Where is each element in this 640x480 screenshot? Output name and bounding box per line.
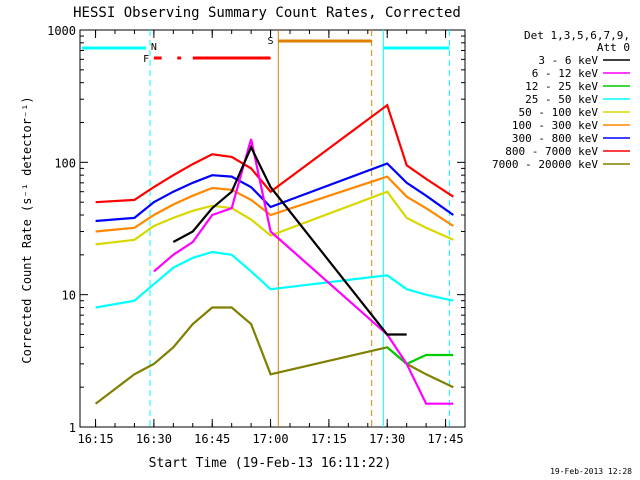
observing-flags: NF S	[82, 30, 450, 427]
series-line	[94, 306, 454, 405]
y-tick-label: 100	[54, 156, 76, 170]
y-axis: 1 10 100 1000	[47, 24, 465, 435]
legend-label: 12 - 25 keV	[525, 80, 598, 93]
x-tick-label: 17:30	[369, 432, 405, 446]
x-tick-label: 17:15	[311, 432, 347, 446]
legend-label: 25 - 50 keV	[525, 93, 598, 106]
series-line	[95, 250, 454, 309]
series-line	[95, 103, 454, 204]
y-tick-label: 1	[69, 421, 76, 435]
x-axis: 16:15 16:30 16:45 17:00 17:15 17:30 17:45	[77, 30, 466, 446]
legend-label: 6 - 12 keV	[532, 67, 599, 80]
night-label: N	[151, 42, 157, 53]
legend-label: 7000 - 20000 keV	[492, 158, 598, 171]
legend-header-att: Att 0	[597, 41, 630, 54]
x-tick-label: 16:30	[136, 432, 172, 446]
x-axis-label: Start Time (19-Feb-13 16:11:22)	[149, 456, 392, 471]
legend-label: 50 - 100 keV	[519, 106, 599, 119]
series-line	[95, 175, 454, 233]
plot-frame	[79, 29, 466, 428]
x-tick-label: 16:15	[77, 432, 113, 446]
x-tick-label: 17:45	[427, 432, 463, 446]
legend-label: 300 - 800 keV	[512, 132, 598, 145]
y-tick-label: 1000	[47, 24, 76, 38]
x-tick-label: 16:45	[194, 432, 230, 446]
footer-timestamp: 19-Feb-2013 12:28	[550, 467, 632, 476]
series-line	[153, 138, 454, 405]
legend-label: 800 - 7000 keV	[505, 145, 598, 158]
series-line	[386, 346, 454, 366]
legend-label: 3 - 6 keV	[538, 54, 598, 67]
chart-title: HESSI Observing Summary Count Rates, Cor…	[73, 5, 461, 21]
series-layer	[94, 103, 454, 405]
legend-header: Det 1,3,5,6,7,9,	[524, 29, 630, 42]
saa-label: S	[268, 36, 274, 47]
legend-label: 100 - 300 keV	[512, 119, 598, 132]
y-tick-label: 10	[62, 289, 76, 303]
flare-label: F	[143, 54, 149, 65]
series-line	[172, 144, 407, 336]
x-tick-label: 17:00	[252, 432, 288, 446]
series-line	[95, 162, 454, 223]
y-axis-label: Corrected Count Rate (s⁻¹ detector⁻¹)	[20, 96, 34, 363]
